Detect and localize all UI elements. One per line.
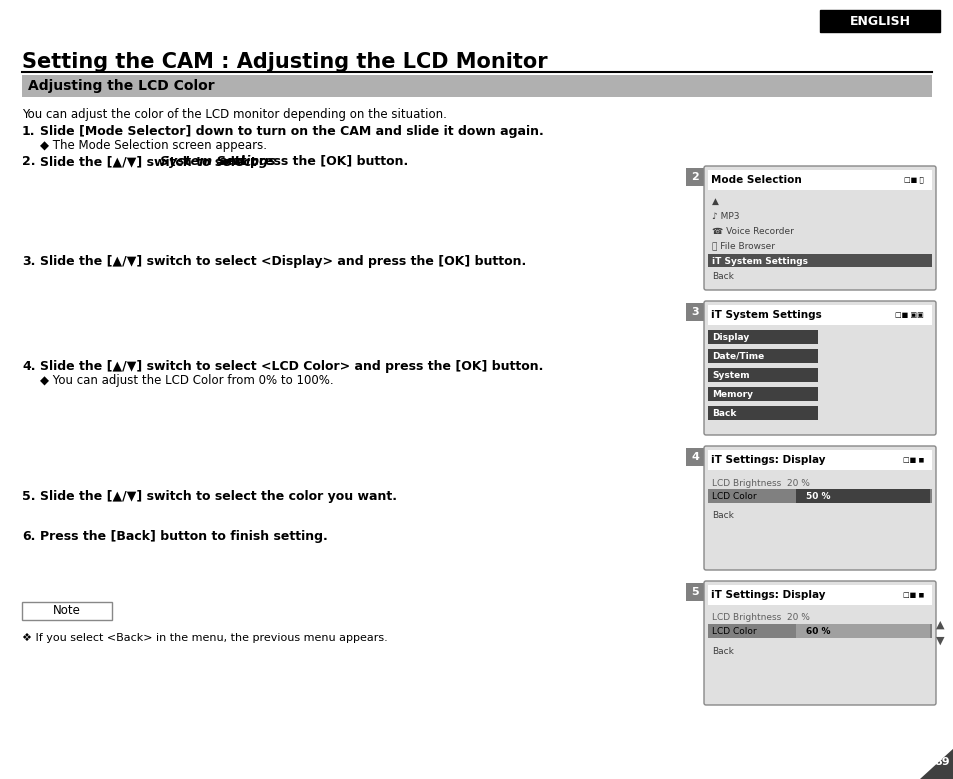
Text: 1.: 1. (22, 125, 35, 138)
FancyBboxPatch shape (707, 349, 817, 363)
Text: □■ ◼: □■ ◼ (902, 592, 923, 598)
Text: ▼: ▼ (935, 636, 943, 646)
FancyBboxPatch shape (685, 583, 703, 601)
Text: 4.: 4. (22, 360, 35, 373)
FancyBboxPatch shape (707, 406, 817, 420)
Text: Back: Back (711, 512, 733, 520)
FancyBboxPatch shape (703, 581, 935, 705)
Text: Slide [Mode Selector] down to turn on the CAM and slide it down again.: Slide [Mode Selector] down to turn on th… (40, 125, 543, 138)
FancyBboxPatch shape (707, 450, 931, 470)
FancyBboxPatch shape (685, 303, 703, 321)
Text: 2: 2 (690, 172, 699, 182)
Text: System Settings: System Settings (160, 155, 275, 168)
FancyBboxPatch shape (795, 624, 929, 638)
Text: ◆ You can adjust the LCD Color from 0% to 100%.: ◆ You can adjust the LCD Color from 0% t… (40, 374, 334, 387)
Text: 5.: 5. (22, 490, 35, 503)
FancyBboxPatch shape (707, 254, 931, 267)
FancyBboxPatch shape (707, 624, 931, 638)
Text: iT Settings: Display: iT Settings: Display (710, 455, 824, 465)
Text: Display: Display (711, 333, 748, 341)
FancyBboxPatch shape (820, 10, 939, 32)
FancyBboxPatch shape (22, 602, 112, 620)
Text: iT System Settings: iT System Settings (710, 310, 821, 320)
Text: Adjusting the LCD Color: Adjusting the LCD Color (28, 79, 214, 93)
FancyBboxPatch shape (703, 301, 935, 435)
Text: Mode Selection: Mode Selection (710, 175, 801, 185)
Text: 2.: 2. (22, 155, 35, 168)
Text: 3: 3 (691, 307, 699, 317)
Text: ENGLISH: ENGLISH (848, 15, 909, 27)
Text: Date/Time: Date/Time (711, 351, 763, 361)
Text: ▲: ▲ (935, 620, 943, 630)
Text: □■ ◼: □■ ◼ (902, 457, 923, 463)
FancyBboxPatch shape (707, 170, 931, 190)
Text: 60 %: 60 % (805, 626, 830, 636)
Text: iT Settings: Display: iT Settings: Display (710, 590, 824, 600)
Text: 5: 5 (691, 587, 699, 597)
Text: ♪ MP3: ♪ MP3 (711, 212, 739, 220)
Text: LCD Brightness  20 %: LCD Brightness 20 % (711, 478, 809, 488)
FancyBboxPatch shape (22, 75, 931, 97)
Text: Memory: Memory (711, 390, 752, 399)
FancyBboxPatch shape (707, 368, 817, 382)
Text: ⎆ File Browser: ⎆ File Browser (711, 241, 774, 251)
Text: ◆ The Mode Selection screen appears.: ◆ The Mode Selection screen appears. (40, 139, 267, 152)
Text: Slide the [▲/▼] switch to select the color you want.: Slide the [▲/▼] switch to select the col… (40, 490, 396, 503)
Text: 89: 89 (933, 757, 949, 767)
Text: System: System (711, 371, 749, 379)
Text: 3.: 3. (22, 255, 35, 268)
Text: and press the [OK] button.: and press the [OK] button. (214, 155, 407, 168)
Text: ☎ Voice Recorder: ☎ Voice Recorder (711, 227, 793, 235)
Text: Slide the [▲/▼] switch to select <Display> and press the [OK] button.: Slide the [▲/▼] switch to select <Displa… (40, 255, 526, 268)
Text: Setting the CAM : Adjusting the LCD Monitor: Setting the CAM : Adjusting the LCD Moni… (22, 52, 547, 72)
Polygon shape (919, 748, 953, 779)
Text: Back: Back (711, 408, 736, 418)
Text: □■ ⎕: □■ ⎕ (903, 177, 923, 183)
FancyBboxPatch shape (707, 305, 931, 325)
Text: Note: Note (53, 605, 81, 618)
Text: iT System Settings: iT System Settings (711, 256, 807, 266)
FancyBboxPatch shape (707, 489, 931, 503)
FancyBboxPatch shape (703, 166, 935, 290)
Text: ❖ If you select <Back> in the menu, the previous menu appears.: ❖ If you select <Back> in the menu, the … (22, 633, 387, 643)
FancyBboxPatch shape (703, 446, 935, 570)
Text: ▲: ▲ (711, 196, 719, 206)
FancyBboxPatch shape (707, 387, 817, 401)
Text: LCD Color: LCD Color (711, 626, 756, 636)
Text: □■ ▣▣: □■ ▣▣ (894, 312, 923, 318)
Text: LCD Color: LCD Color (711, 492, 756, 500)
Text: You can adjust the color of the LCD monitor depending on the situation.: You can adjust the color of the LCD moni… (22, 108, 446, 121)
Text: 50 %: 50 % (805, 492, 830, 500)
FancyBboxPatch shape (707, 330, 817, 344)
Text: 4: 4 (690, 452, 699, 462)
Text: Press the [Back] button to finish setting.: Press the [Back] button to finish settin… (40, 530, 328, 543)
Text: Slide the [▲/▼] switch to select <LCD Color> and press the [OK] button.: Slide the [▲/▼] switch to select <LCD Co… (40, 360, 543, 373)
Text: LCD Brightness  20 %: LCD Brightness 20 % (711, 614, 809, 622)
FancyBboxPatch shape (685, 168, 703, 186)
Text: Back: Back (711, 272, 733, 280)
Text: 6.: 6. (22, 530, 35, 543)
FancyBboxPatch shape (685, 448, 703, 466)
Text: Back: Back (711, 647, 733, 655)
FancyBboxPatch shape (795, 489, 929, 503)
FancyBboxPatch shape (707, 585, 931, 605)
Text: Slide the [▲/▼] switch to select: Slide the [▲/▼] switch to select (40, 155, 261, 168)
